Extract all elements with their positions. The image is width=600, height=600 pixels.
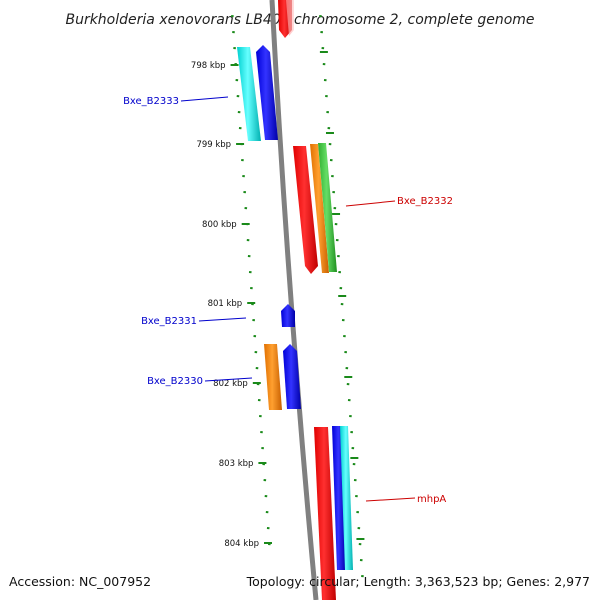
gene-label[interactable]: mhpA [417,494,446,505]
topology-text: Topology: circular; Length: 3,363,523 bp… [246,574,590,589]
gene-feature-bxe-b2330[interactable] [264,344,301,410]
tick-label: 803 kbp [219,459,254,469]
gene-leader-line [365,497,416,502]
gene-leader-line [345,200,396,207]
gene-leader-line [198,317,247,322]
genome-backbone [269,0,319,600]
gene-leader-line [180,96,229,102]
gene-leader-line [204,377,253,382]
tick-label: 799 kbp [196,140,231,150]
tick-label: 798 kbp [191,61,226,71]
ruler-track-right [319,15,365,578]
gene-feature-top-partial [278,0,294,38]
gene-feature-bxe-b2333[interactable] [237,45,278,141]
gene-feature-mhpa[interactable] [314,426,353,600]
tick-label: 802 kbp [213,379,248,389]
accession-text: Accession: NC_007952 [9,574,151,589]
tick-label: 800 kbp [202,220,237,230]
position-ticks: 798 kbp 799 kbp 800 kbp 801 kbp 802 kbp 803 k… [191,61,273,549]
gene-labels: Bxe_B2333 Bxe_B2332 Bxe_B2331 Bxe_B2330 mhpA [123,96,453,505]
gene-feature-bxe-b2332[interactable] [293,143,337,274]
gene-label[interactable]: Bxe_B2332 [397,196,453,207]
gene-label[interactable]: Bxe_B2333 [123,96,179,107]
map-title: Burkholderia xenovorans LB400 chromosome… [65,12,534,28]
gene-feature-bxe-b2331[interactable] [281,304,295,327]
gene-label[interactable]: Bxe_B2331 [141,316,197,327]
tick-label: 801 kbp [208,299,243,309]
gene-label[interactable]: Bxe_B2330 [147,376,203,387]
tick-label: 804 kbp [224,539,259,549]
